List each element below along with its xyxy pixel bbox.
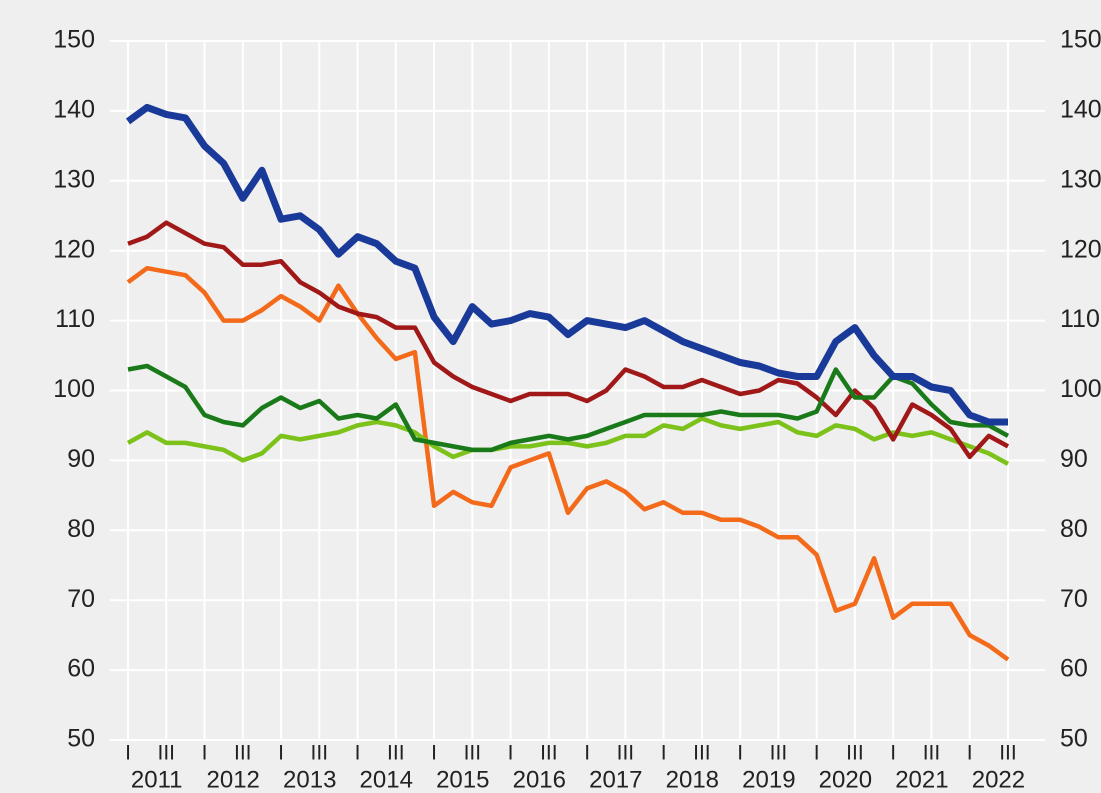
year-label: 2018 [666, 766, 719, 793]
y2-tick-label: 70 [1060, 585, 1088, 613]
y2-tick-label: 100 [1060, 375, 1101, 403]
y-tick-label: 120 [53, 235, 95, 263]
series-line [125, 103, 1008, 426]
x-tick-label: I [814, 742, 820, 765]
x-tick-label: I [355, 742, 361, 765]
y2-tick-label: 120 [1060, 235, 1101, 263]
y-tick-label: 70 [67, 585, 95, 613]
x-tick-label: I [278, 742, 284, 765]
x-tick-label: I [202, 742, 208, 765]
year-label: 2019 [742, 766, 795, 793]
y2-tick-label: 80 [1060, 515, 1088, 543]
x-tick-label: III [387, 742, 405, 765]
x-tick-label: I [508, 742, 514, 765]
y2-tick-label: 50 [1060, 725, 1088, 753]
x-tick-label: III [464, 742, 482, 765]
y-tick-label: 60 [67, 655, 95, 683]
x-tick-label: I [431, 742, 437, 765]
x-tick-label: III [158, 742, 176, 765]
y2-tick-label: 130 [1060, 165, 1101, 193]
x-tick-label: III [311, 742, 329, 765]
x-tick-label: III [770, 742, 788, 765]
y2-tick-label: 150 [1060, 26, 1101, 54]
y2-tick-label: 140 [1060, 96, 1101, 124]
year-label: 2020 [819, 766, 872, 793]
x-tick-label: III [617, 742, 635, 765]
y2-tick-label: 90 [1060, 445, 1088, 473]
y-tick-label: 90 [67, 445, 95, 473]
x-tick-label: III [234, 742, 252, 765]
x-tick-label: I [125, 742, 131, 765]
year-label: 2011 [131, 766, 183, 793]
x-tick-label: I [661, 742, 667, 765]
x-tick-label: I [737, 742, 743, 765]
x-tick-label: III [693, 742, 711, 765]
year-label: 2014 [360, 766, 413, 793]
y2-tick-label: 60 [1060, 655, 1088, 683]
year-label: 2013 [283, 766, 336, 793]
year-label: 2016 [513, 766, 566, 793]
y-tick-label: 50 [67, 725, 95, 753]
series-line [126, 265, 1010, 662]
x-tick-label: III [540, 742, 558, 765]
x-tick-label: I [967, 742, 973, 765]
series-line [126, 416, 1010, 466]
x-tick-label: III [999, 742, 1017, 765]
x-tick-label: I [890, 742, 896, 765]
year-label: 2022 [972, 766, 1025, 793]
y2-tick-label: 110 [1060, 305, 1100, 333]
x-tick-label: III [923, 742, 941, 765]
year-label: 2012 [207, 766, 260, 793]
x-tick-label: III [846, 742, 864, 765]
year-label: 2017 [589, 766, 642, 793]
series-line [127, 363, 1010, 453]
y-tick-label: 100 [53, 375, 95, 403]
year-label: 2015 [436, 766, 489, 793]
y-tick-label: 80 [67, 515, 95, 543]
y-tick-label: 130 [53, 165, 95, 193]
x-tick-label: I [584, 742, 590, 765]
y-tick-label: 110 [55, 305, 95, 333]
y-tick-label: 150 [53, 26, 95, 54]
year-label: 2021 [895, 766, 948, 793]
y-tick-label: 140 [53, 96, 95, 124]
